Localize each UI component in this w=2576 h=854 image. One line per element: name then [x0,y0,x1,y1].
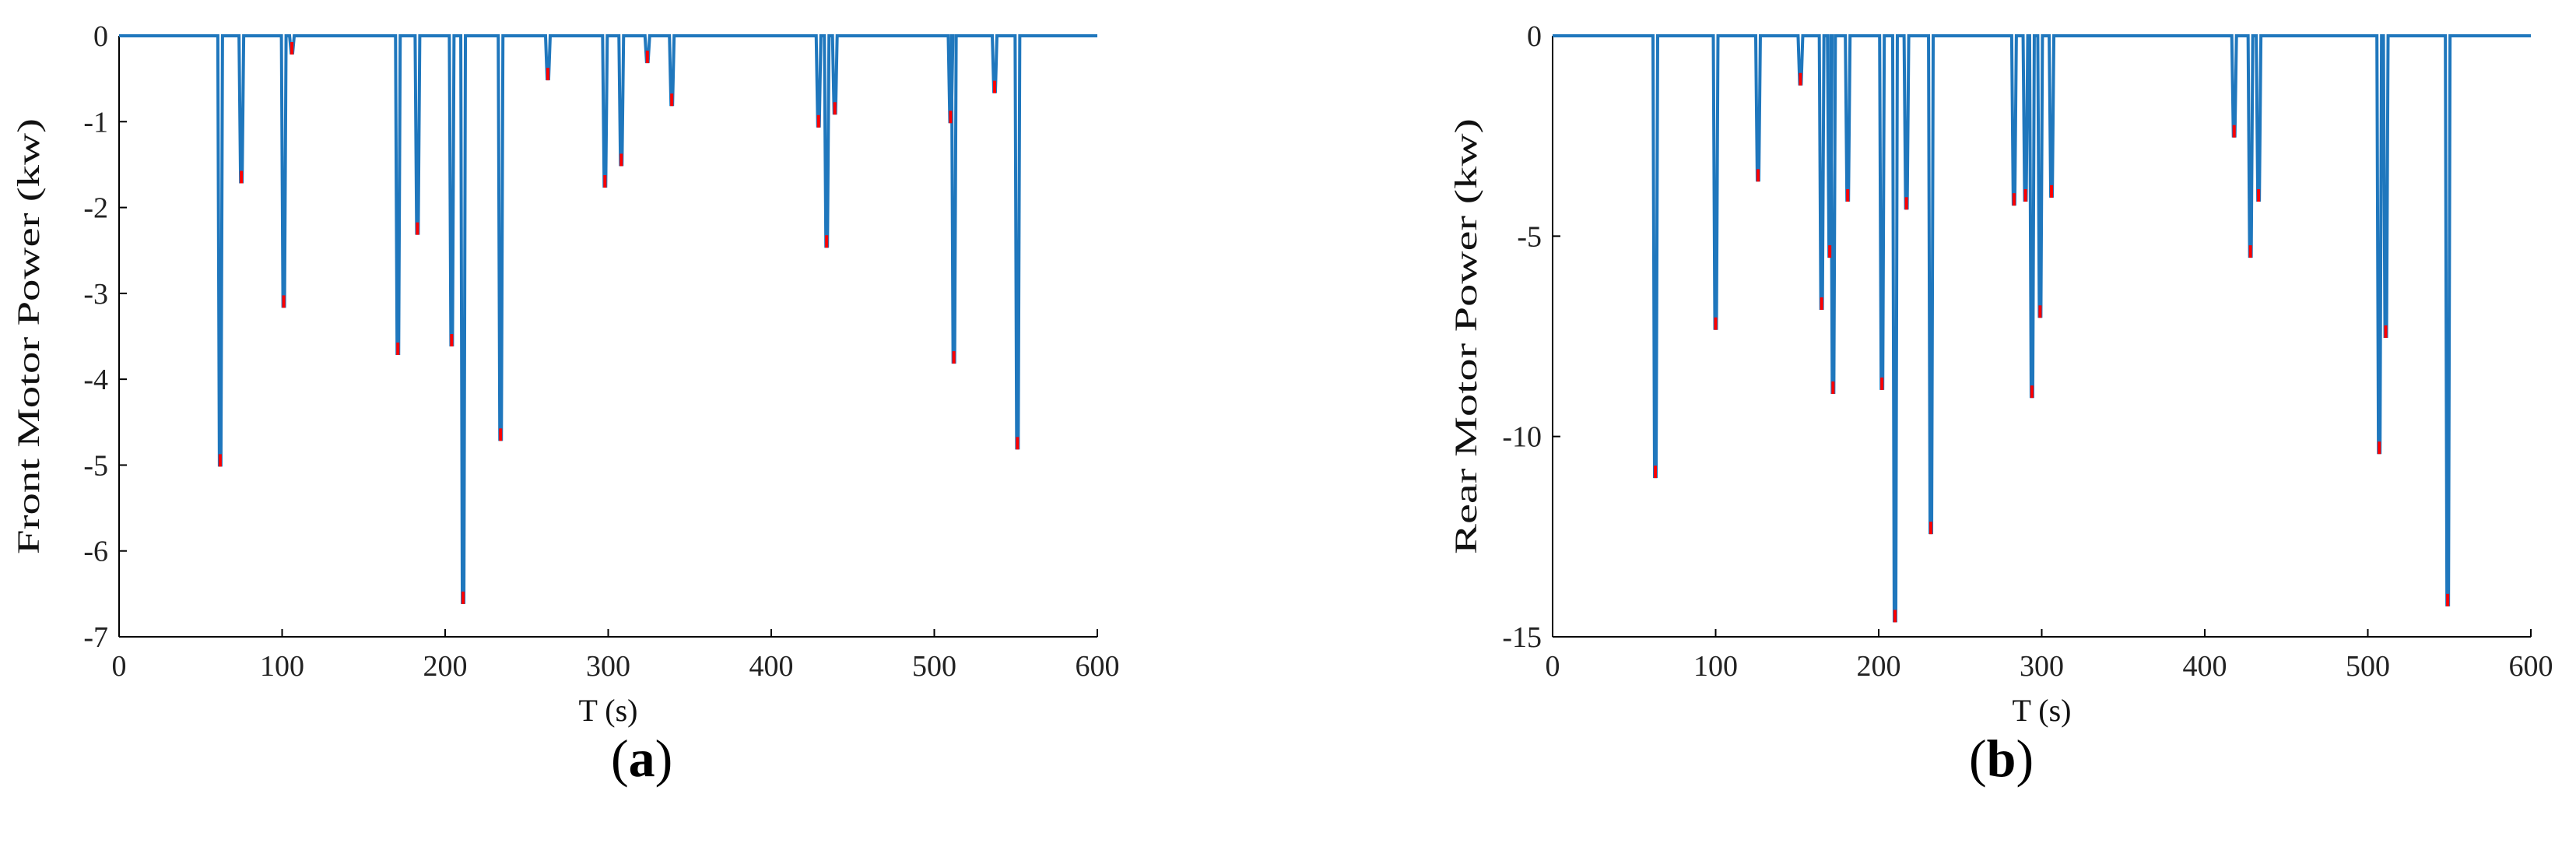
chart-b: 0 100 200 300 400 500 600 0 -5 -10 -15 T (s) Rear Mo… [1448,20,2553,728]
x-tick-label: 0 [1546,650,1560,683]
x-tick-label: 400 [749,650,794,683]
power-series-line [1553,34,2531,623]
chart-a: 0 100 200 300 400 500 600 0 -1 -2 -3 -4 -5 -6 -7 T (s) F… [11,20,1120,728]
panel-b-caption: (b) [1969,729,2034,788]
x-axis-label: T (s) [579,693,638,728]
y-tick-label: -10 [1502,421,1542,454]
y-axis-label: Front Motor Power (kw) [11,118,46,554]
x-tick-label: 500 [2346,650,2390,683]
y-tick-label: -5 [83,449,108,482]
x-tick-label: 600 [2509,650,2553,683]
y-tick-label: -15 [1502,621,1542,654]
x-axis-label: T (s) [2013,693,2072,728]
x-tick-label: 200 [423,650,468,683]
y-tick-label: -2 [83,192,108,225]
x-tick-label: 600 [1076,650,1120,683]
y-tick-label: -7 [83,621,108,654]
x-tick-label: 500 [912,650,956,683]
y-axis-label: Rear Motor Power (kw) [1448,118,1483,554]
panel-b: 0 100 200 300 400 500 600 0 -5 -10 -15 T (s) Rear Mo… [1288,0,2576,854]
panel-a-caption: (a) [611,729,673,788]
x-tick-label: 300 [586,650,630,683]
y-tick-label: -5 [1517,220,1542,253]
y-tick-label: -3 [83,278,108,311]
y-tick-label: -4 [83,364,108,396]
x-tick-label: 200 [1857,650,1901,683]
x-tick-label: 400 [2183,650,2227,683]
panel-a: 0 100 200 300 400 500 600 0 -1 -2 -3 -4 -5 -6 -7 T (s) F… [11,20,1120,788]
x-tick-label: 100 [260,650,304,683]
y-tick-label: -6 [83,536,108,568]
y-tick-label: 0 [93,20,108,53]
y-tick-label: -1 [83,106,108,139]
x-tick-label: 0 [112,650,127,683]
y-tick-label: 0 [1527,20,1542,53]
x-tick-label: 100 [1693,650,1738,683]
x-tick-label: 300 [2020,650,2064,683]
